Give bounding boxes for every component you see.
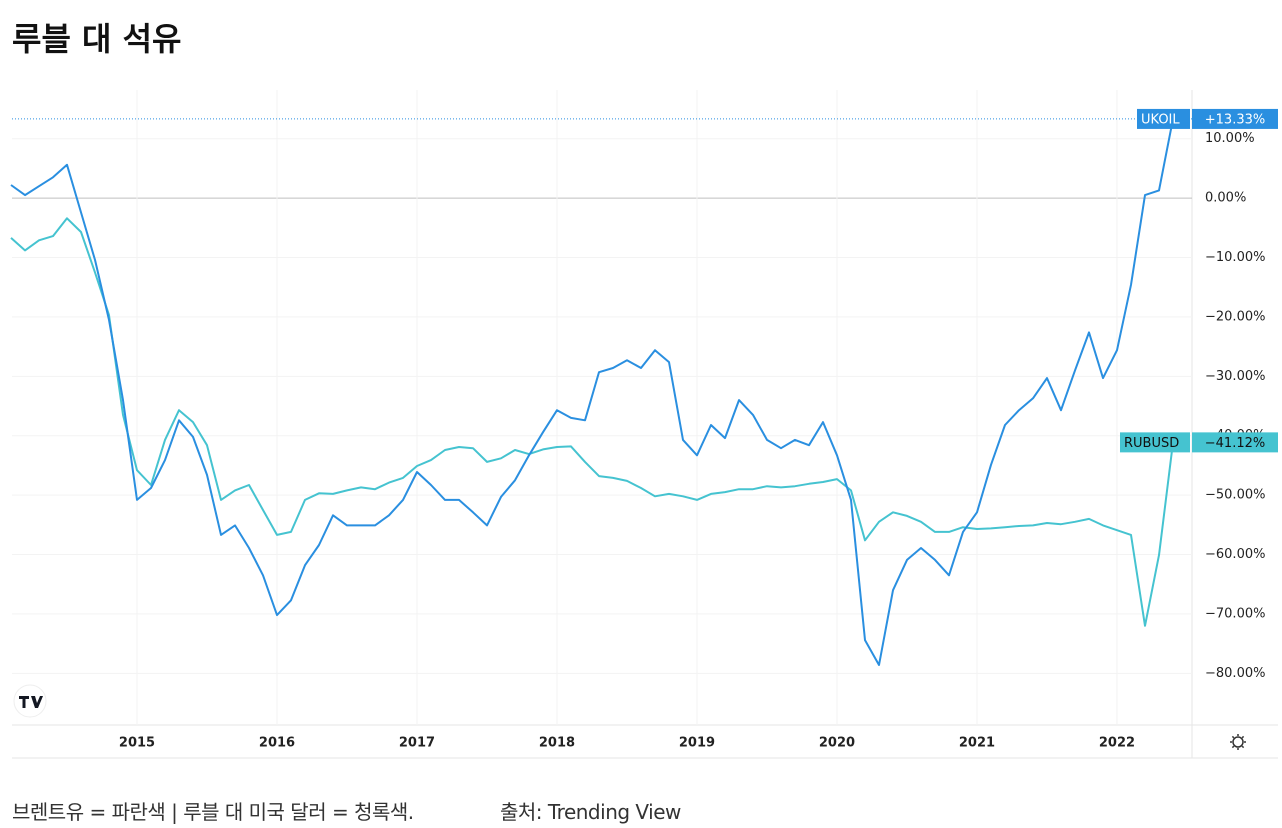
source: 출처: Trending View xyxy=(500,800,681,824)
x-tick-label: 2016 xyxy=(259,736,295,751)
value-tag xyxy=(1192,108,1278,129)
legend-label: UKOIL xyxy=(1141,112,1180,127)
y-tick-label: 10.00% xyxy=(1205,131,1255,146)
y-tick-label: −10.00% xyxy=(1205,250,1265,265)
y-tick-label: 0.00% xyxy=(1205,191,1246,206)
x-tick-label: 2021 xyxy=(959,736,995,751)
chart: 10.00%0.00%−10.00%−20.00%−30.00%−40.00%−… xyxy=(10,90,1278,759)
series-tag-clip: UKOIL xyxy=(1141,112,1180,127)
series-tag-clip: RUBUSD xyxy=(1124,436,1179,451)
x-tick-label: 2018 xyxy=(539,736,575,751)
x-tick-label: 2017 xyxy=(399,736,435,751)
end-label: +13.33% xyxy=(1205,112,1265,127)
y-tick-label: −80.00% xyxy=(1205,666,1265,681)
series-line xyxy=(10,118,1174,666)
x-tick-label: 2022 xyxy=(1099,736,1135,751)
series-tag xyxy=(1120,432,1190,453)
end-label: −41.12% xyxy=(1205,436,1265,451)
y-tick-label: −20.00% xyxy=(1205,309,1265,324)
y-tick-label: −50.00% xyxy=(1205,488,1265,503)
legend-label: RUBUSD xyxy=(1124,436,1179,451)
tv-logo xyxy=(13,684,47,718)
y-tick-label: −60.00% xyxy=(1205,547,1265,562)
chart-title: 루블 대 석유 xyxy=(12,20,182,58)
footnote: 브렌트유 = 파란색 | 루블 대 미국 달러 = 청록색. xyxy=(12,800,414,824)
series-tag xyxy=(1137,108,1190,129)
series-line xyxy=(10,217,1174,627)
y-tick-label: −70.00% xyxy=(1205,606,1265,621)
x-tick-label: 2019 xyxy=(679,736,715,751)
x-tick-label: 2020 xyxy=(819,736,855,751)
value-tag xyxy=(1192,432,1278,453)
y-tick-label: −30.00% xyxy=(1205,369,1265,384)
settings-icon[interactable] xyxy=(1230,734,1246,750)
x-tick-label: 2015 xyxy=(119,736,155,751)
